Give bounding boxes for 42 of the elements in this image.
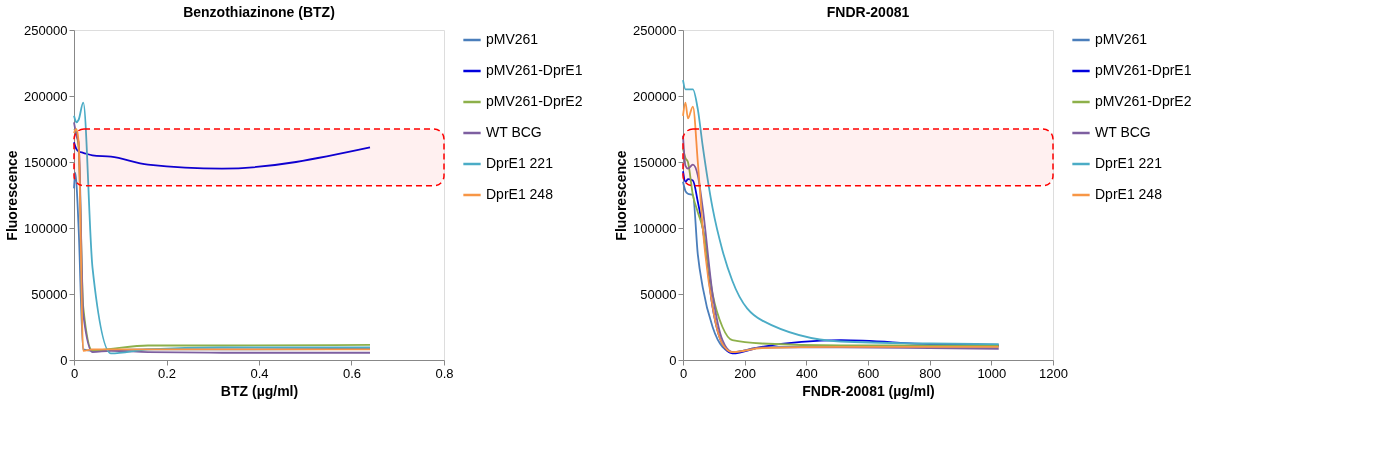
x-tick-label: 400 <box>795 365 818 381</box>
x-tick-label: 0 <box>679 365 688 381</box>
y-tick-label: 0 <box>669 352 677 368</box>
x-tick-label: 600 <box>857 365 880 381</box>
legend-label: pMV261 <box>486 31 539 47</box>
x-tick-label: 1000 <box>977 365 1007 381</box>
legend-label: DprE1 221 <box>486 155 554 171</box>
legend-label: DprE1 248 <box>486 186 554 202</box>
legend-label: WT BCG <box>1095 124 1151 140</box>
y-tick-label: 250000 <box>24 22 68 38</box>
y-axis-title: Fluorescence <box>4 150 21 241</box>
y-tick-label: 50000 <box>31 286 68 302</box>
x-tick-label: 800 <box>919 365 942 381</box>
x-axis-title: BTZ (µg/ml) <box>220 382 299 399</box>
x-tick-label: 0.4 <box>250 365 269 381</box>
y-tick-label: 100000 <box>633 220 677 236</box>
y-tick-label: 250000 <box>633 22 677 38</box>
y-tick-label: 50000 <box>640 286 677 302</box>
legend-label: pMV261-DprE1 <box>486 62 583 78</box>
legend-label: DprE1 248 <box>1095 186 1163 202</box>
legend-label: pMV261-DprE2 <box>486 93 583 109</box>
x-tick-label: 200 <box>734 365 757 381</box>
y-tick-label: 100000 <box>24 220 68 236</box>
x-tick-label: 1200 <box>1039 365 1068 381</box>
chart-title: FNDR-20081 <box>826 4 910 20</box>
y-tick-label: 200000 <box>633 88 677 104</box>
legend-label: pMV261 <box>1095 31 1148 47</box>
y-axis-title: Fluorescence <box>613 150 630 241</box>
legend-label: pMV261-DprE1 <box>1095 62 1192 78</box>
legend-label: pMV261-DprE2 <box>1095 93 1192 109</box>
legend-label: DprE1 221 <box>1095 155 1163 171</box>
x-tick-label: 0.2 <box>157 365 177 381</box>
legend-label: WT BCG <box>486 124 542 140</box>
x-axis-title: FNDR-20081 (µg/ml) <box>802 382 935 399</box>
x-tick-label: 0.8 <box>435 365 454 381</box>
y-tick-label: 150000 <box>633 154 677 170</box>
chart-title: Benzothiazinone (BTZ) <box>183 4 335 20</box>
y-tick-label: 150000 <box>24 154 68 170</box>
x-tick-label: 0 <box>70 365 79 381</box>
y-tick-label: 0 <box>60 352 68 368</box>
x-tick-label: 0.6 <box>342 365 362 381</box>
y-tick-label: 200000 <box>24 88 68 104</box>
